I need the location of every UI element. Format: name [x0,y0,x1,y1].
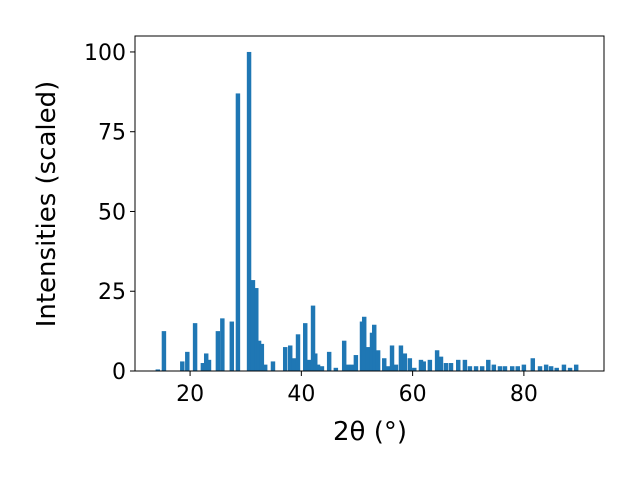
x-tick-label: 20 [176,382,204,407]
bar [295,334,301,371]
bar [515,366,520,371]
bar [491,364,497,371]
bar [497,366,503,371]
bar [353,355,359,371]
plot-frame [134,35,605,372]
bar [235,93,241,371]
bar [548,366,554,371]
bar [375,350,381,371]
bar [462,359,468,371]
bar [443,363,449,371]
bar [310,305,316,371]
bar [313,353,318,371]
bar [537,366,543,371]
bar [402,353,408,371]
bar [229,321,235,371]
bar [479,366,485,371]
bar [456,359,461,371]
bar [418,359,424,371]
bar [185,351,190,371]
bar [427,359,433,371]
bar [385,366,391,371]
bar [509,366,515,371]
bar [203,353,209,371]
x-tick-label: 40 [287,382,315,407]
bar [543,364,549,371]
bar [412,367,417,371]
bar [250,280,256,371]
bar [262,364,268,371]
bar [438,356,444,371]
bar [161,331,167,371]
bar [282,347,288,371]
bar [567,367,573,371]
bar [206,359,212,371]
bar [561,364,567,371]
y-tick-label: 100 [84,41,126,66]
y-tick-label: 50 [98,200,126,225]
bar [372,324,377,371]
bar [254,288,259,371]
bar [246,51,252,371]
bar [326,351,332,371]
bar [315,364,321,371]
bar [486,359,491,371]
bar [369,332,375,371]
bar [398,345,404,371]
x-axis-label: 2θ (°) [333,417,407,447]
y-tick-label: 75 [98,121,126,146]
bar [365,347,371,371]
bar [530,358,536,371]
bar [393,364,399,371]
bar [361,316,367,371]
x-tick-label: 80 [510,382,538,407]
bar [554,367,559,371]
y-tick-label: 0 [112,360,126,385]
bar [448,363,454,371]
y-tick-label: 25 [98,280,126,305]
bar [192,323,198,371]
bar [155,369,161,371]
y-axis-label: Intensities (scaled) [32,81,62,328]
bar [382,358,387,371]
bar [407,358,413,371]
bar [180,361,185,371]
bar [200,363,206,371]
bar [333,367,339,371]
bar [421,361,426,371]
bar [341,340,347,371]
bar [259,343,265,371]
bar [434,350,440,371]
bar [349,364,355,371]
bar [502,366,508,371]
bar [220,318,225,371]
bar [303,323,308,371]
x-tick-label: 60 [399,382,427,407]
bar [345,364,351,371]
bar [473,366,479,371]
bar [573,364,579,371]
bar [306,359,312,371]
bar [215,331,221,371]
bar [467,366,473,371]
bar [287,345,293,371]
bar [319,366,325,371]
bar [270,361,276,371]
bar [389,345,395,371]
bar [256,340,262,371]
bar [291,358,297,371]
bar [521,364,527,371]
